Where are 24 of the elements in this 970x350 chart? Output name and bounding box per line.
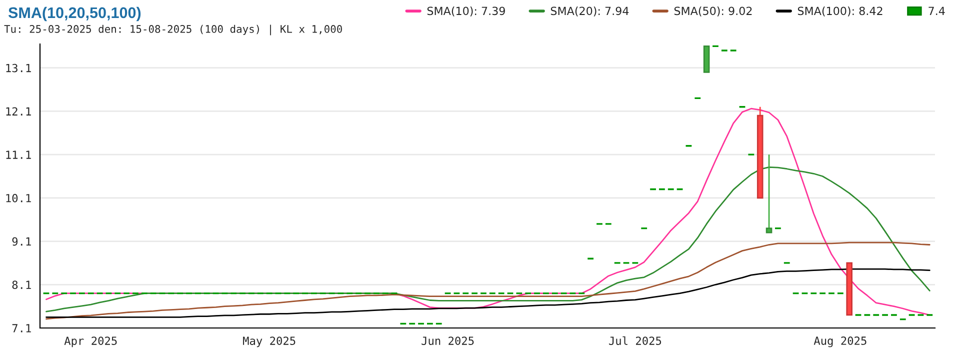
line-series bbox=[46, 242, 930, 320]
legend-label: 7.4 bbox=[928, 6, 945, 15]
legend-label: SMA(100): 8.42 bbox=[798, 6, 882, 16]
x-tick-label: Jul 2025 bbox=[609, 336, 662, 345]
y-tick-label: 8.1 bbox=[12, 280, 31, 290]
x-tick-label: May 2025 bbox=[243, 336, 296, 348]
x-tick-label: Apr 2025 bbox=[64, 336, 117, 348]
y-tick-label: 12.1 bbox=[6, 107, 31, 116]
chart-subtitle: Tu: 25-03-2025 den: 15-08-2025 (100 days) | KL x 1,000 bbox=[4, 24, 342, 36]
x-tick-label: Aug 2025 bbox=[814, 336, 866, 348]
legend-label: SMA(20): 7.94 bbox=[550, 6, 629, 16]
line-series bbox=[46, 268, 930, 318]
candlestick bbox=[703, 45, 710, 73]
x-tick-label: Jun 2025 bbox=[422, 336, 474, 345]
y-tick-label: 10.1 bbox=[6, 194, 31, 202]
chart-title: SMA(10,20,50,100) bbox=[8, 6, 141, 22]
legend-label: SMA(10): 7.39 bbox=[427, 6, 505, 16]
candlestick bbox=[846, 262, 852, 316]
y-tick-label: 13.1 bbox=[6, 64, 31, 72]
y-tick-label: 7.1 bbox=[12, 324, 31, 332]
y-tick-label: 11.1 bbox=[6, 150, 31, 159]
line-series bbox=[46, 166, 930, 312]
legend-label: SMA(50): 9.02 bbox=[674, 6, 752, 16]
y-tick-label: 9.1 bbox=[12, 237, 31, 246]
